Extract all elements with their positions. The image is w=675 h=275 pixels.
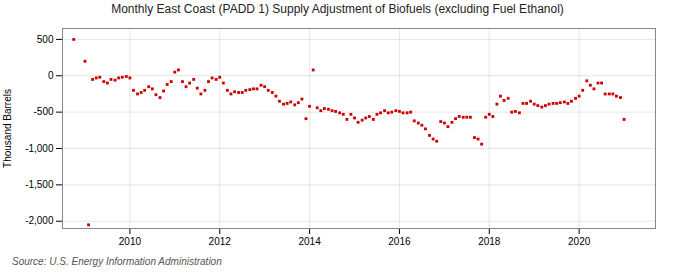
svg-text:2014: 2014 [298,236,321,247]
svg-text:2016: 2016 [388,236,411,247]
svg-text:Thousand Barrels: Thousand Barrels [2,89,13,168]
html-text:Source: U.S. Energy Informatio: Source: U.S. Energy Information Administ… [12,256,222,267]
svg-text:-1,500: -1,500 [25,179,54,190]
svg-text:-500: -500 [33,106,53,117]
svg-text:0: 0 [48,70,54,81]
svg-text:2012: 2012 [209,236,232,247]
svg-text:-1,000: -1,000 [25,143,54,154]
svg-text:500: 500 [37,34,54,45]
svg-text:2010: 2010 [119,236,142,247]
html-text:Monthly East Coast (PADD 1) Su: Monthly East Coast (PADD 1) Supply Adjus… [111,2,564,16]
svg-text:2020: 2020 [568,236,591,247]
svg-text:2018: 2018 [478,236,501,247]
svg-text:-2,000: -2,000 [25,215,54,226]
